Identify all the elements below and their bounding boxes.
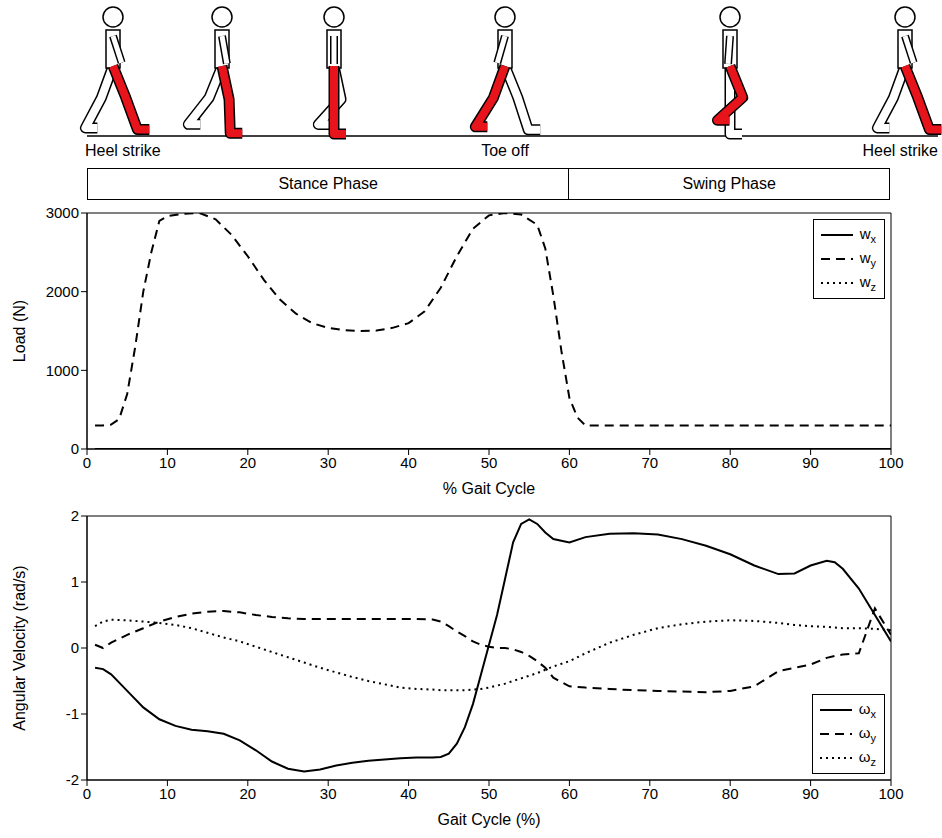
svg-text:40: 40 [400,785,417,802]
svg-text:70: 70 [641,454,658,471]
svg-text:0: 0 [71,440,79,457]
html-text:ωz: ωz [858,748,876,768]
svg-text:30: 30 [320,454,337,471]
svg-text:-2: -2 [66,771,79,788]
svg-text:10: 10 [159,454,176,471]
svg-text:100: 100 [878,785,903,802]
svg-text:0: 0 [83,785,91,802]
svg-text:60: 60 [561,785,578,802]
html-text:Heel strike: Heel strike [85,142,161,159]
svg-text:80: 80 [722,454,739,471]
svg-text:50: 50 [481,454,498,471]
svg-text:2: 2 [71,507,79,524]
html-text:ωx: ωx [858,700,876,720]
svg-text:100: 100 [878,454,903,471]
svg-text:20: 20 [239,785,256,802]
svg-text:3000: 3000 [46,205,79,221]
svg-text:% Gait Cycle: % Gait Cycle [443,480,536,497]
svg-text:2000: 2000 [46,283,79,300]
svg-text:10: 10 [159,785,176,802]
html-text:ωy: ωy [858,724,876,744]
svg-text:1: 1 [71,573,79,590]
svg-text:50: 50 [481,785,498,802]
html-text:Stance Phase: Stance Phase [278,175,378,192]
svg-text:90: 90 [802,454,819,471]
html-text:Toe off: Toe off [481,142,529,159]
svg-text:Angular Velocity (rad/s): Angular Velocity (rad/s) [11,565,28,730]
html-text:Heel strike: Heel strike [862,142,938,159]
html-text:wy: wy [859,249,876,269]
svg-text:20: 20 [239,454,256,471]
svg-text:Gait Cycle (%): Gait Cycle (%) [437,811,540,828]
svg-text:30: 30 [320,785,337,802]
html-text:wx: wx [859,225,876,245]
html-text:Swing Phase: Swing Phase [682,175,776,192]
svg-text:80: 80 [722,785,739,802]
html-text:wz: wz [859,273,876,293]
svg-text:40: 40 [400,454,417,471]
svg-text:90: 90 [802,785,819,802]
svg-text:Load (N): Load (N) [11,300,28,362]
svg-text:0: 0 [71,639,79,656]
svg-text:-1: -1 [66,705,79,722]
svg-text:70: 70 [641,785,658,802]
svg-text:60: 60 [561,454,578,471]
svg-text:1000: 1000 [46,362,79,379]
svg-text:0: 0 [83,454,91,471]
